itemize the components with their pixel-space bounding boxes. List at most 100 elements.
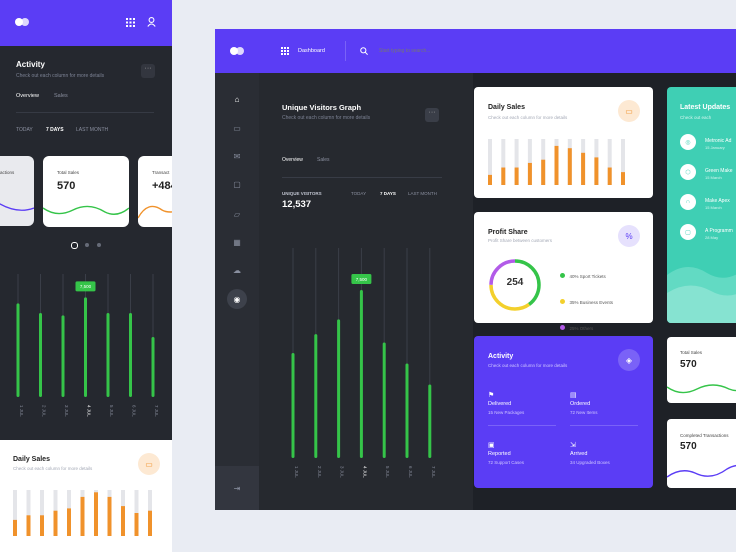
pin-icon[interactable]: ◈ [618,349,640,371]
target-icon: ◎ [680,134,696,150]
period-7days[interactable]: 7 DAYS [46,127,64,133]
latest-updates-card: Latest Updates Check out each ◎ Metronic… [667,87,736,323]
bar [26,515,31,536]
uv-metric-value: 12,537 [282,199,312,210]
uv-title: Unique Visitors Graph [282,103,362,112]
tooltip-text: 7,500 [80,284,92,289]
legend-item: 35% Business Events [560,291,613,309]
completed-value: 570 [680,441,697,452]
bar-track [527,139,532,185]
bar [501,167,506,185]
unique-visitors-bar-chart: 1 JUL 2 JUL 3 JUL 4 JUL 5 JUL 6 JUL 7 JUL 7,500 [291,248,436,478]
cloud-icon[interactable]: ☁ [233,265,241,275]
daily-sales-title: Daily Sales [13,456,50,463]
pager-dot[interactable] [85,243,89,247]
donut-slice [489,259,541,311]
bar [61,315,65,397]
more-button[interactable]: ··· [141,64,155,78]
bar [567,148,572,185]
wallet-icon[interactable]: ▭ [138,453,160,475]
total-sales-label: Total Sales [57,170,80,175]
completed-transactions-card: Completed Transactions 570 [667,419,736,488]
activity-subtitle: Check out each column for more details [16,73,105,79]
activity-item-title: Delivered [488,401,512,407]
activity-subtitle: Check out each column for more details [488,363,568,368]
bar [554,145,559,185]
activity-card: Activity Check out each column for more … [474,336,653,488]
transactions-value: +484 [152,180,172,192]
bar [359,290,363,458]
day-label: 4 JUL [362,466,367,478]
stat-card[interactable]: actions [0,156,34,226]
period-last-month[interactable]: LAST MONTH [408,191,437,196]
period-today[interactable]: TODAY [351,191,367,196]
nav-dashboard-link[interactable]: Dashboard [298,48,325,54]
tab-sales[interactable]: Sales [54,93,68,99]
transactions-card[interactable]: Transact +484 [138,156,172,227]
day-label: 6 JUL [408,466,413,478]
update-date: 15 March [705,175,722,180]
bar [314,334,318,458]
tab-overview[interactable]: Overview [16,93,39,99]
period-7days[interactable]: 7 DAYS [380,191,396,196]
tab-overview[interactable]: Overview [282,157,303,163]
day-label: 3 JUL [340,466,345,478]
percent-icon[interactable]: % [618,225,640,247]
period-today[interactable]: TODAY [16,127,33,133]
home-icon[interactable]: ⌂ [234,94,240,104]
search-input[interactable] [379,45,529,57]
profit-share-title: Profit Share [488,229,528,236]
folder-icon[interactable]: ▱ [233,209,241,219]
daily-sales-subtitle: Check out each column for more details [488,115,568,120]
update-date: 15 January [705,145,725,150]
mobile-header [0,0,172,46]
wallet-icon[interactable]: ▭ [618,100,640,122]
logo-icon [230,47,244,55]
total-sales-card: Total Sales 570 [667,337,736,403]
tab-sales[interactable]: Sales [317,157,330,163]
user-icon[interactable] [147,17,156,27]
profit-share-donut-chart [489,259,541,311]
bar [129,313,132,397]
grid-icon[interactable] [281,47,289,55]
pager-dot-active[interactable] [71,242,78,249]
grid-icon[interactable] [126,18,135,27]
bar [94,492,98,536]
top-bar: Dashboard [215,29,736,73]
total-sales-card[interactable]: Total Sales 570 [43,156,129,227]
sparkline [0,203,34,211]
more-button[interactable]: ··· [425,108,439,122]
chat-icon[interactable]: ▢ [233,179,241,189]
activity-item-sub: 72 New Items [570,410,598,415]
headphones-icon: ∩ [680,194,696,210]
delivered-icon: ⚑ [488,392,495,399]
briefcase-icon[interactable]: ▭ [233,123,241,133]
mail-icon[interactable]: ✉ [233,151,241,161]
message-icon: ▢ [680,224,696,240]
tooltip-bubble [75,281,96,292]
ordered-icon: ▤ [570,392,577,399]
day-label: 5 JUL [385,466,390,478]
bar [594,157,599,185]
activity-item-title: Arrived [570,451,588,457]
uv-metric-label: UNIQUE VISITORS [282,191,322,196]
transactions-label: Transact [152,170,170,175]
logout-area: ⇥ [215,466,259,510]
arrived-icon: ⇲ [570,442,576,449]
sparkline [667,384,736,394]
mobile-panel: Activity Check out each column for more … [0,0,172,552]
logout-icon[interactable]: ⇥ [233,483,241,493]
period-last-month[interactable]: LAST MONTH [76,127,109,133]
day-label: 5 JUL [109,405,114,417]
activity-item-sub: 15 New Packages [488,410,525,415]
target-icon[interactable]: ◉ [227,289,247,309]
bar-track [40,490,44,536]
bar [581,152,586,185]
day-label: 7 JUL [154,405,159,417]
dashboard-window: Dashboard ⌂ ▭ ✉ ▢ ▱ ▦ ☁ ◉ ⇥ Unique Visit… [215,29,736,510]
search-icon[interactable] [360,47,368,55]
activity-item-title: Ordered [570,401,591,407]
profit-legend: 40% Sport Tickets 35% Business Events 25… [560,265,613,335]
pager-dot[interactable] [97,243,101,247]
calendar-icon[interactable]: ▦ [233,237,241,247]
